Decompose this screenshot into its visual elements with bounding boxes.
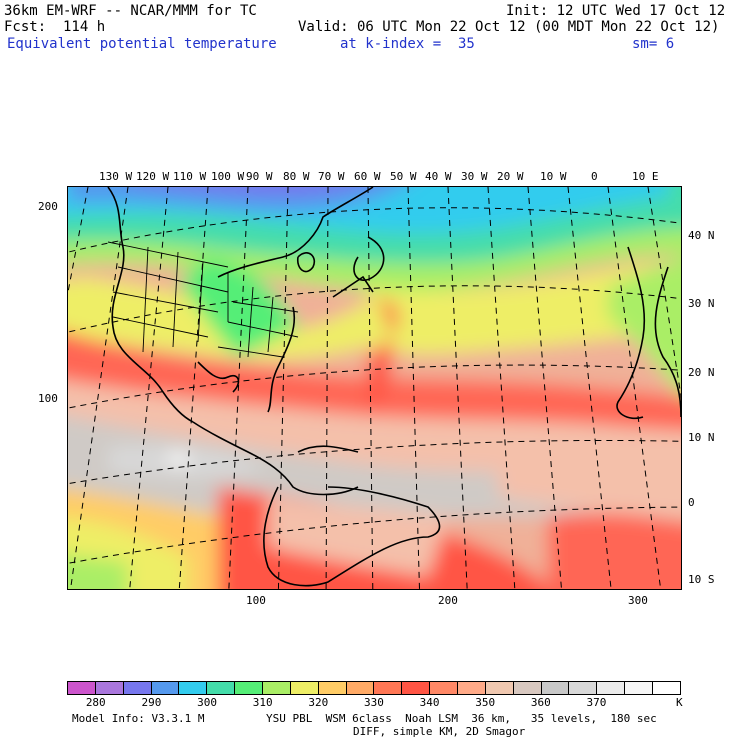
colorbar-tick-label: 350 [475, 696, 496, 709]
colorbar-swatch [374, 682, 403, 694]
map-canvas [68, 187, 681, 589]
longitude-label: 120 W [136, 170, 170, 183]
colorbar-unit: K [676, 696, 683, 709]
temperature-field [68, 187, 681, 589]
latitude-label: 0 [688, 496, 695, 509]
latitude-label: 30 N [688, 297, 715, 310]
latitude-label: 20 N [688, 366, 715, 379]
latitude-label: 40 N [688, 229, 715, 242]
grid-label-left: 100 [38, 392, 58, 405]
colorbar-swatch [625, 682, 654, 694]
longitude-label: 110 W [173, 170, 207, 183]
equivalent-potential-temperature-map [67, 186, 682, 590]
smoothing: sm= 6 [632, 36, 675, 52]
longitude-label: 60 W [354, 170, 381, 183]
model-title: 36km EM-WRF -- NCAR/MMM for TC [4, 3, 257, 19]
colorbar-swatch [430, 682, 459, 694]
grid-label-bottom: 100 [246, 594, 266, 607]
colorbar-swatch [179, 682, 208, 694]
longitude-label: 0 [591, 170, 598, 183]
longitude-label: 10 W [540, 170, 567, 183]
diffusion-info: DIFF, simple KM, 2D Smagor [353, 725, 526, 738]
colorbar-tick-label: 290 [141, 696, 162, 709]
longitude-label: 80 W [283, 170, 310, 183]
colorbar-tick-label: 320 [308, 696, 329, 709]
latitude-label: 10 S [688, 573, 715, 586]
temperature-colorbar [67, 681, 681, 695]
longitude-label: 10 E [632, 170, 659, 183]
longitude-label: 20 W [497, 170, 524, 183]
colorbar-tick-label: 360 [530, 696, 551, 709]
colorbar-swatch [402, 682, 431, 694]
colorbar-tick-label: 370 [586, 696, 607, 709]
colorbar-tick-label: 330 [364, 696, 384, 709]
grid-label-bottom: 200 [438, 594, 458, 607]
init-time: Init: 12 UTC Wed 17 Oct 12 [506, 3, 726, 19]
longitude-label: 70 W [318, 170, 345, 183]
coastlines [107, 187, 681, 587]
grid-label-bottom: 300 [628, 594, 648, 607]
graticule [68, 187, 681, 589]
grid-label-left: 200 [38, 200, 58, 213]
valid-time: Valid: 06 UTC Mon 22 Oct 12 (00 MDT Mon … [298, 19, 720, 35]
longitude-label: 130 W [99, 170, 133, 183]
colorbar-swatch [485, 682, 514, 694]
colorbar-swatch [68, 682, 96, 694]
colorbar-swatch [290, 682, 319, 694]
longitude-label: 30 W [461, 170, 488, 183]
colorbar-swatch [123, 682, 152, 694]
colorbar-tick-label: 340 [419, 696, 440, 709]
colorbar-swatch [513, 682, 542, 694]
colorbar-swatch [346, 682, 375, 694]
colorbar-swatch [151, 682, 180, 694]
longitude-label: 50 W [390, 170, 417, 183]
longitude-label: 100 W [211, 170, 245, 183]
political-borders [107, 241, 299, 358]
colorbar-swatch [263, 682, 291, 694]
colorbar-swatch [597, 682, 626, 694]
colorbar-swatch [653, 682, 680, 694]
longitude-label: 90 W [246, 170, 273, 183]
longitude-label: 40 W [425, 170, 452, 183]
colorbar-tick-label: 310 [252, 696, 273, 709]
model-info: Model Info: V3.3.1 M [72, 712, 205, 725]
colorbar-swatch [458, 682, 486, 694]
colorbar-swatch [95, 682, 124, 694]
colorbar-swatch [235, 682, 264, 694]
colorbar-tick-label: 280 [85, 696, 106, 709]
colorbar-swatch [207, 682, 236, 694]
colorbar-swatch [318, 682, 347, 694]
latitude-label: 10 N [688, 431, 715, 444]
colorbar-swatch [541, 682, 570, 694]
colorbar-swatch [569, 682, 598, 694]
colorbar-tick-label: 300 [197, 696, 217, 709]
field-name: Equivalent potential temperature [7, 36, 277, 52]
physics-info: YSU PBL WSM 6class Noah LSM 36 km, 35 le… [266, 712, 657, 725]
forecast-hour: Fcst: 114 h [4, 19, 106, 35]
level-index: at k-index = 35 [340, 36, 475, 52]
